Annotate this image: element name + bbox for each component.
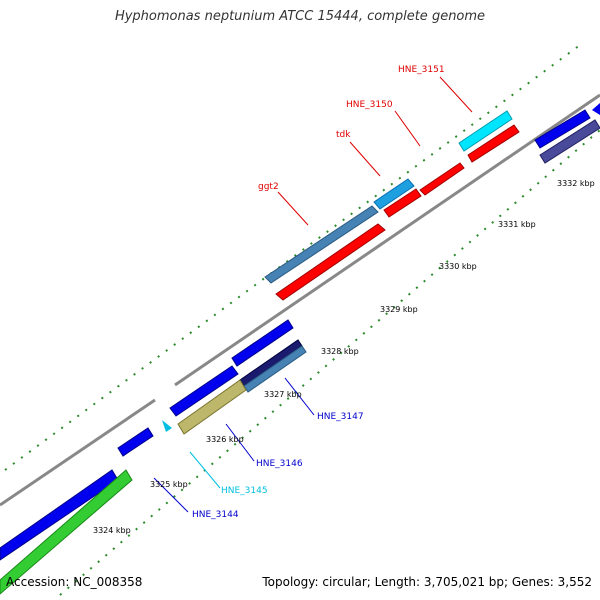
gene-hne3146[interactable]: [169, 365, 239, 417]
gene-label-hne3145: HNE_3145: [221, 486, 268, 496]
gene-label-hne3147: HNE_3147: [317, 412, 364, 422]
genome-backbone: [0, 93, 600, 507]
gene-label-hne3144: HNE_3144: [192, 510, 239, 520]
tick-label: 3331 kbp: [498, 220, 536, 229]
gene-hne3151[interactable]: [458, 110, 513, 152]
map-title: Hyphomonas neptunium ATCC 15444, complet…: [114, 9, 486, 24]
tick-label: 3329 kbp: [380, 305, 418, 314]
tick-label: 3330 kbp: [439, 262, 477, 271]
tick-label: 3332 kbp: [557, 179, 595, 188]
gene-label-hne3146: HNE_3146: [256, 459, 303, 469]
tick-label: 3328 kbp: [321, 347, 359, 356]
leader-lines: [153, 76, 473, 513]
tick-label: 3325 kbp: [150, 480, 188, 489]
tick-label: 3326 kbp: [206, 435, 244, 444]
gene-tdk[interactable]: [373, 178, 415, 210]
gene-ggt2-cds[interactable]: [275, 223, 386, 301]
genome-summary: Topology: circular; Length: 3,705,021 bp…: [262, 575, 592, 589]
gene-far-right-1[interactable]: [534, 109, 591, 149]
gene-hne3147-c[interactable]: [243, 345, 307, 393]
gene-hne3147[interactable]: [231, 319, 294, 367]
gene-hne3145[interactable]: [162, 420, 172, 432]
gene-hne3146-b[interactable]: [177, 379, 247, 435]
gene-label-hne3150: HNE_3150: [346, 100, 393, 110]
gene-long-green[interactable]: [0, 469, 133, 595]
accession-text: Accession: NC_008358: [6, 575, 143, 589]
gene-hne3150-cds[interactable]: [419, 162, 465, 196]
tick-label: 3324 kbp: [93, 526, 131, 535]
gene-tdk-cds[interactable]: [383, 188, 422, 218]
gene-hne3151-cds[interactable]: [467, 124, 520, 163]
gene-far-right-2[interactable]: [539, 119, 600, 164]
gene-ggt2[interactable]: [264, 205, 379, 284]
gene-label-ggt2: ggt2: [258, 182, 279, 192]
gene-label-tdk: tdk: [336, 130, 351, 140]
gene-hne3144[interactable]: [117, 427, 154, 457]
gene-label-hne3151: HNE_3151: [398, 65, 445, 75]
tick-label: 3327 kbp: [264, 390, 302, 399]
gene-long-reverse[interactable]: [0, 469, 119, 561]
gene-far-right-3[interactable]: [592, 103, 600, 115]
